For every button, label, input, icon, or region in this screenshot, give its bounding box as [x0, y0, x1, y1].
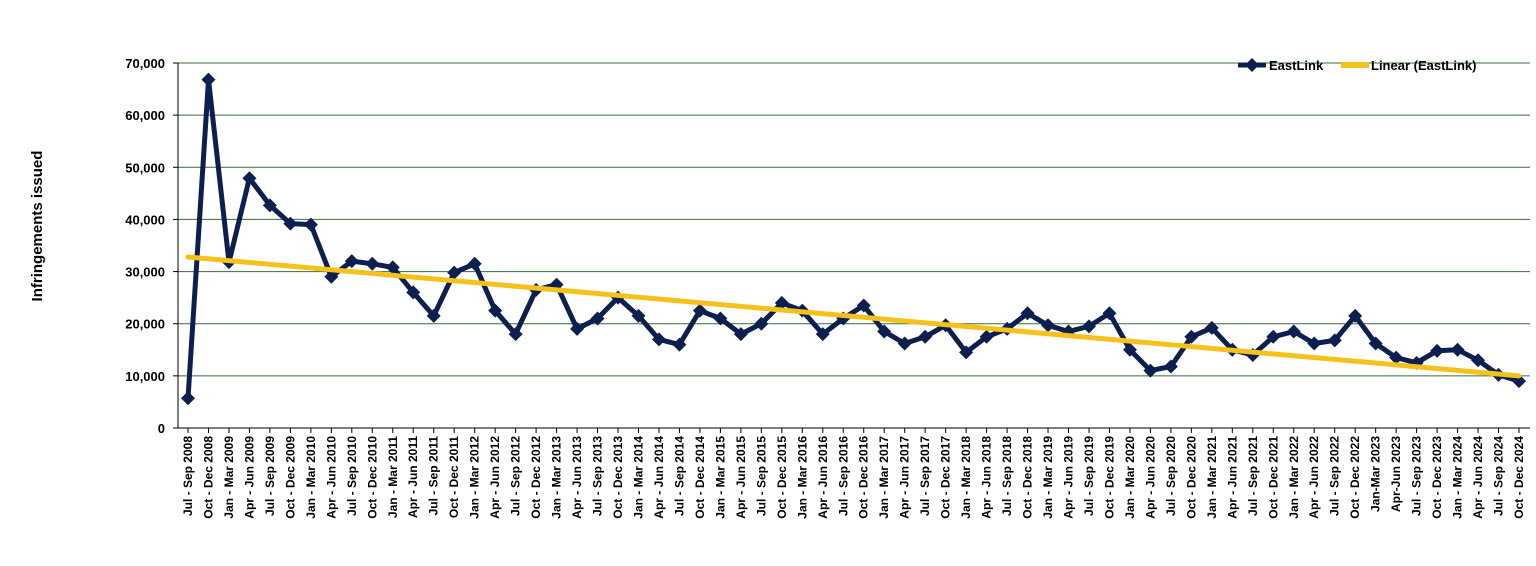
x-tick-label: Apr - Jun 2014: [652, 436, 666, 519]
x-tick-label: Apr-Jun 2023: [1389, 436, 1403, 512]
y-tick-label: 50,000: [125, 160, 165, 175]
x-tick-label: Jan - Mar 2012: [468, 436, 482, 519]
x-tick-label: Jan - Mar 2011: [386, 436, 400, 518]
x-tick-label: Jul - Sep 2024: [1492, 436, 1506, 516]
eastlink-point: [365, 257, 379, 271]
x-tick-label: Jan - Mar 2022: [1287, 436, 1301, 519]
x-tick-label: Jan - Mar 2017: [877, 436, 891, 519]
eastlink-point: [468, 257, 482, 271]
x-tick-label: Oct - Dec 2018: [1021, 436, 1035, 519]
eastlink-series: [181, 73, 1526, 406]
x-tick-label: Apr - Jun 2009: [242, 436, 256, 519]
y-tick-labels: 0 10,000 20,000 30,000 40,000 50,000 60,000 70,…: [125, 56, 165, 436]
x-tick-label: Apr - Jun 2019: [1062, 436, 1076, 519]
x-tick-label: Jul - Sep 2015: [754, 436, 768, 516]
trendline: [188, 257, 1519, 376]
x-tick-label: Oct - Dec 2021: [1266, 436, 1280, 519]
x-tick-label: Apr - Jun 2017: [898, 436, 912, 519]
x-tick-label: Jul - Sep 2019: [1082, 436, 1096, 516]
x-tick-label: Jan-Mar 2023: [1369, 436, 1383, 512]
axes: [178, 63, 1530, 433]
x-tick-label: Jan - Mar 2020: [1123, 436, 1137, 519]
x-tick-label: Apr - Jun 2010: [324, 436, 338, 519]
y-tick-label: 20,000: [125, 317, 165, 332]
legend-eastlink-swatch-marker: [1245, 58, 1259, 72]
x-tick-label: Apr - Jun 2018: [980, 436, 994, 519]
eastlink-point: [201, 73, 215, 87]
linear-trendline: [188, 257, 1519, 376]
x-tick-label: Oct - Dec 2020: [1184, 436, 1198, 519]
x-tick-label: Apr - Jun 2012: [488, 436, 502, 519]
x-tick-label: Apr - Jun 2016: [816, 436, 830, 519]
x-tick-label: Jul - Sep 2022: [1328, 436, 1342, 516]
x-tick-label: Jul - Sep 2009: [263, 436, 277, 516]
y-axis-label: Infringements issued: [29, 151, 46, 302]
y-tick-label: 0: [158, 421, 165, 436]
x-tick-labels: Jul - Sep 2008 Oct - Dec 2008 Jan - Mar 20…: [181, 436, 1526, 519]
x-tick-label: Jul - Sep 2016: [836, 436, 850, 516]
x-tick-label: Jul - Sep 2011: [427, 436, 441, 516]
x-tick-label: Apr - Jun 2024: [1471, 436, 1485, 519]
x-tick-label: Oct - Dec 2012: [529, 436, 543, 519]
x-tick-label: Oct - Dec 2009: [283, 436, 297, 519]
x-tick-label: Jan - Mar 2024: [1451, 436, 1465, 519]
x-tick-label: Jan - Mar 2013: [550, 436, 564, 519]
gridlines: [173, 63, 1530, 428]
x-tick-label: Jul - Sep 2021: [1246, 436, 1260, 516]
x-tick-label: Jan - Mar 2021: [1205, 436, 1219, 519]
x-tick-label: Oct - Dec 2015: [775, 436, 789, 519]
x-tick-label: Jan - Mar 2009: [222, 436, 236, 519]
x-tick-label: Jan - Mar 2016: [795, 436, 809, 519]
x-tick-label: Apr - Jun 2013: [570, 436, 584, 519]
x-tick-label: Jul - Sep 2023: [1410, 436, 1424, 516]
x-tick-label: Oct - Dec 2014: [693, 436, 707, 519]
x-tick-label: Apr - Jun 2020: [1143, 436, 1157, 519]
x-tick-label: Oct - Dec 2008: [201, 436, 215, 519]
y-tick-label: 10,000: [125, 369, 165, 384]
y-tick-label: 30,000: [125, 265, 165, 280]
x-tick-label: Jan - Mar 2018: [959, 436, 973, 519]
x-tick-label: Jul - Sep 2014: [672, 436, 686, 516]
y-tick-label: 40,000: [125, 212, 165, 227]
x-tick-label: Oct - Dec 2024: [1512, 436, 1526, 519]
x-tick-label: Jan - Mar 2010: [304, 436, 318, 519]
legend-linear-label: Linear (EastLink): [1371, 58, 1476, 73]
x-tick-label: Oct - Dec 2017: [939, 436, 953, 519]
x-tick-label: Jul - Sep 2020: [1164, 436, 1178, 516]
x-tick-label: Oct - Dec 2011: [447, 436, 461, 518]
y-tick-label: 60,000: [125, 108, 165, 123]
legend-eastlink-label: EastLink: [1269, 58, 1324, 73]
x-tick-label: Apr - Jun 2011: [406, 436, 420, 518]
x-tick-label: Jan - Mar 2015: [713, 436, 727, 519]
x-tick-label: Jul - Sep 2012: [509, 436, 523, 516]
eastlink-line: [188, 80, 1519, 399]
x-tick-label: Apr - Jun 2022: [1307, 436, 1321, 519]
x-tick-label: Jan - Mar 2014: [631, 436, 645, 519]
x-tick-label: Jan - Mar 2019: [1041, 436, 1055, 519]
x-tick-label: Jul - Sep 2017: [918, 436, 932, 516]
x-tick-label: Jul - Sep 2013: [591, 436, 605, 516]
x-tick-label: Oct - Dec 2023: [1430, 436, 1444, 519]
x-tick-label: Oct - Dec 2022: [1348, 436, 1362, 519]
y-tick-label: 70,000: [125, 56, 165, 71]
x-tick-label: Jul - Sep 2008: [181, 436, 195, 516]
x-tick-label: Jul - Sep 2010: [345, 436, 359, 516]
x-tick-label: Oct - Dec 2010: [365, 436, 379, 519]
x-tick-label: Oct - Dec 2019: [1102, 436, 1116, 519]
x-tick-label: Apr - Jun 2021: [1225, 436, 1239, 519]
legend: EastLink Linear (EastLink): [1238, 58, 1476, 73]
x-tick-label: Oct - Dec 2016: [857, 436, 871, 519]
x-tick-label: Oct - Dec 2013: [611, 436, 625, 519]
x-tick-label: Apr - Jun 2015: [734, 436, 748, 519]
x-tick-label: Jul - Sep 2018: [1000, 436, 1014, 516]
eastlink-point: [181, 391, 195, 405]
